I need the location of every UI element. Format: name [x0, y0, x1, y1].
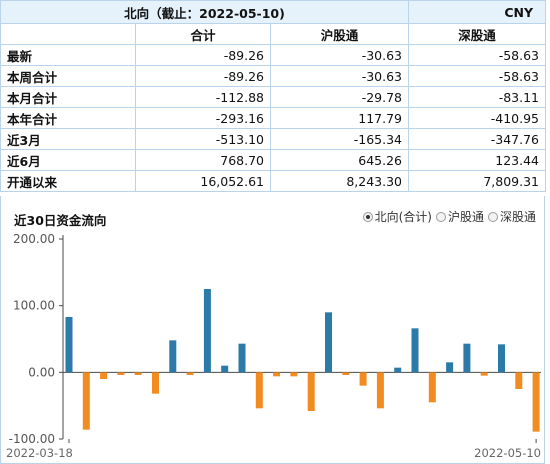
cell-total: -293.16	[135, 107, 271, 129]
flow-bar	[325, 312, 332, 373]
flow-bar	[463, 343, 471, 373]
cell-total: 16,052.61	[135, 170, 271, 192]
radio-shenzhen-connect[interactable]: 深股通	[487, 208, 536, 225]
row-label: 近3月	[0, 128, 136, 150]
cell-shanghai: 117.79	[270, 107, 409, 129]
table-row: 近3月 -513.10 -165.34 -347.76	[0, 128, 546, 150]
cell-shenzhen: -347.76	[408, 128, 546, 150]
flow-bar	[290, 372, 298, 377]
flow-bar	[446, 362, 454, 373]
table-row: 最新 -89.26 -30.63 -58.63	[0, 44, 546, 66]
x-tick-label: 2022-03-18	[6, 446, 73, 460]
radio-selected-icon	[362, 211, 373, 222]
column-header-row: 合计 沪股通 深股通	[0, 23, 546, 45]
flow-bar	[515, 372, 523, 389]
cell-total: -112.88	[135, 86, 271, 108]
radio-northbound-total[interactable]: 北向(合计)	[362, 208, 432, 225]
flow-bar	[169, 340, 177, 373]
flow-bar	[100, 372, 108, 379]
flow-bar	[117, 372, 125, 375]
flow-bar	[134, 372, 142, 375]
cell-shanghai: -30.63	[270, 65, 409, 87]
flow-bar	[498, 344, 505, 373]
radio-unselected-icon	[435, 211, 446, 222]
radio-shanghai-connect[interactable]: 沪股通	[435, 208, 484, 225]
cell-total: 768.70	[135, 149, 271, 171]
cell-shenzhen: -410.95	[408, 107, 546, 129]
cell-total: -89.26	[135, 44, 271, 66]
radio-unselected-icon	[487, 211, 498, 222]
flow-bar	[152, 372, 159, 394]
radio-label: 北向(合计)	[374, 210, 432, 224]
flow-bar	[394, 367, 402, 373]
series-radio-group: 北向(合计) 沪股通 深股通	[362, 208, 536, 225]
cell-total: -89.26	[135, 65, 271, 87]
flow-bar	[359, 372, 367, 386]
y-tick-label: 100.00	[13, 299, 55, 313]
flow-bar	[203, 289, 211, 373]
empty-corner-cell	[0, 23, 136, 45]
currency-label: CNY	[408, 0, 546, 24]
column-header-total: 合计	[135, 23, 271, 45]
flow-bar	[221, 365, 229, 373]
flow-bar	[376, 372, 384, 409]
row-label: 本周合计	[0, 65, 136, 87]
column-header-shenzhen: 深股通	[408, 23, 546, 45]
table-title: 北向（截止：2022-05-10)	[0, 0, 409, 24]
table-row: 本年合计 -293.16 117.79 -410.95	[0, 107, 546, 129]
column-header-shanghai: 沪股通	[270, 23, 409, 45]
flow-bar	[307, 372, 315, 411]
row-label: 本月合计	[0, 86, 136, 108]
cell-total: -513.10	[135, 128, 271, 150]
flow-bar	[238, 343, 246, 373]
cell-shenzhen: 123.44	[408, 149, 546, 171]
flow-bar	[480, 372, 488, 376]
cell-shanghai: -30.63	[270, 44, 409, 66]
flow-bar	[255, 372, 263, 409]
radio-label: 深股通	[499, 210, 536, 224]
y-tick-label: -100.00	[9, 432, 55, 446]
row-label: 本年合计	[0, 107, 136, 129]
flow-bar	[532, 372, 540, 432]
y-tick-label: 0.00	[28, 365, 55, 379]
flow-bar	[428, 372, 436, 403]
cell-shenzhen: 7,809.31	[408, 170, 546, 192]
chart-title: 近30日资金流向	[14, 213, 107, 228]
radio-label: 沪股通	[447, 210, 484, 224]
table-header-row: 北向（截止：2022-05-10) CNY	[0, 0, 546, 24]
cell-shanghai: 645.26	[270, 149, 409, 171]
cell-shanghai: -165.34	[270, 128, 409, 150]
flow-bar	[342, 372, 350, 375]
flow-bar	[411, 328, 419, 373]
summary-table: 北向（截止：2022-05-10) CNY 合计 沪股通 深股通 最新 -89.…	[0, 0, 546, 192]
flow-bar	[82, 372, 90, 430]
flow-bar	[65, 317, 73, 373]
table-row: 本月合计 -112.88 -29.78 -83.11	[0, 86, 546, 108]
cell-shenzhen: -83.11	[408, 86, 546, 108]
table-row: 近6月 768.70 645.26 123.44	[0, 149, 546, 171]
table-row: 开通以来 16,052.61 8,243.30 7,809.31	[0, 170, 546, 192]
row-label: 开通以来	[0, 170, 136, 192]
cell-shenzhen: -58.63	[408, 44, 546, 66]
row-label: 最新	[0, 44, 136, 66]
cell-shenzhen: -58.63	[408, 65, 546, 87]
row-label: 近6月	[0, 149, 136, 171]
cell-shanghai: -29.78	[270, 86, 409, 108]
flow-bar	[186, 372, 194, 375]
table-row: 本周合计 -89.26 -30.63 -58.63	[0, 65, 546, 87]
y-tick-label: 200.00	[13, 232, 55, 246]
flow-bar	[273, 372, 281, 377]
x-tick-label: 2022-05-10	[474, 446, 541, 460]
cell-shanghai: 8,243.30	[270, 170, 409, 192]
chart-panel: 200.00 100.00 0.00 -100.00 2022-03-18 2022-05…	[0, 196, 545, 464]
